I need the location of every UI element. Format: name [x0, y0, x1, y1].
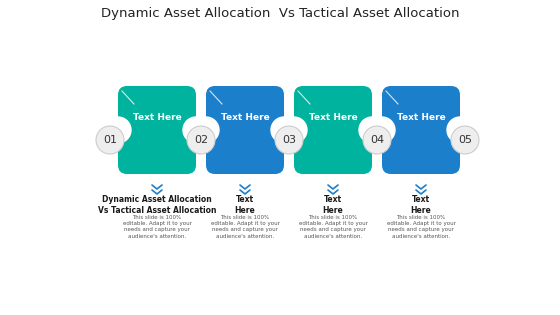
Text: This slide is 100%
editable. Adapt it to your
needs and capture your
audience's : This slide is 100% editable. Adapt it to… [298, 215, 367, 238]
FancyBboxPatch shape [206, 86, 284, 174]
Circle shape [447, 117, 473, 143]
Text: 05: 05 [458, 135, 472, 145]
Circle shape [187, 126, 215, 154]
Text: Text
Here: Text Here [410, 195, 431, 215]
Circle shape [369, 117, 395, 143]
Text: This slide is 100%
editable. Adapt it to your
needs and capture your
audience's : This slide is 100% editable. Adapt it to… [386, 215, 455, 238]
FancyBboxPatch shape [294, 86, 372, 174]
Circle shape [193, 117, 219, 143]
Text: Text Here: Text Here [133, 113, 181, 123]
Circle shape [275, 126, 303, 154]
Circle shape [105, 117, 131, 143]
Circle shape [359, 117, 385, 143]
FancyBboxPatch shape [118, 86, 196, 174]
Text: Dynamic Asset Allocation  Vs Tactical Asset Allocation: Dynamic Asset Allocation Vs Tactical Ass… [101, 7, 459, 20]
Text: Text
Here: Text Here [235, 195, 255, 215]
Text: 01: 01 [103, 135, 117, 145]
Text: Text Here: Text Here [309, 113, 357, 123]
FancyBboxPatch shape [382, 86, 460, 174]
Circle shape [183, 117, 209, 143]
Text: 02: 02 [194, 135, 208, 145]
Text: Text Here: Text Here [396, 113, 445, 123]
Circle shape [451, 126, 479, 154]
Text: Text Here: Text Here [221, 113, 269, 123]
Text: 04: 04 [370, 135, 384, 145]
Circle shape [281, 117, 307, 143]
Text: Text
Here: Text Here [323, 195, 343, 215]
Text: This slide is 100%
editable. Adapt it to your
needs and capture your
audience's : This slide is 100% editable. Adapt it to… [123, 215, 192, 238]
Circle shape [271, 117, 297, 143]
Text: Dynamic Asset Allocation
Vs Tactical Asset Allocation: Dynamic Asset Allocation Vs Tactical Ass… [98, 195, 216, 215]
Text: This slide is 100%
editable. Adapt it to your
needs and capture your
audience's : This slide is 100% editable. Adapt it to… [211, 215, 279, 238]
Text: 03: 03 [282, 135, 296, 145]
Circle shape [363, 126, 391, 154]
Circle shape [96, 126, 124, 154]
